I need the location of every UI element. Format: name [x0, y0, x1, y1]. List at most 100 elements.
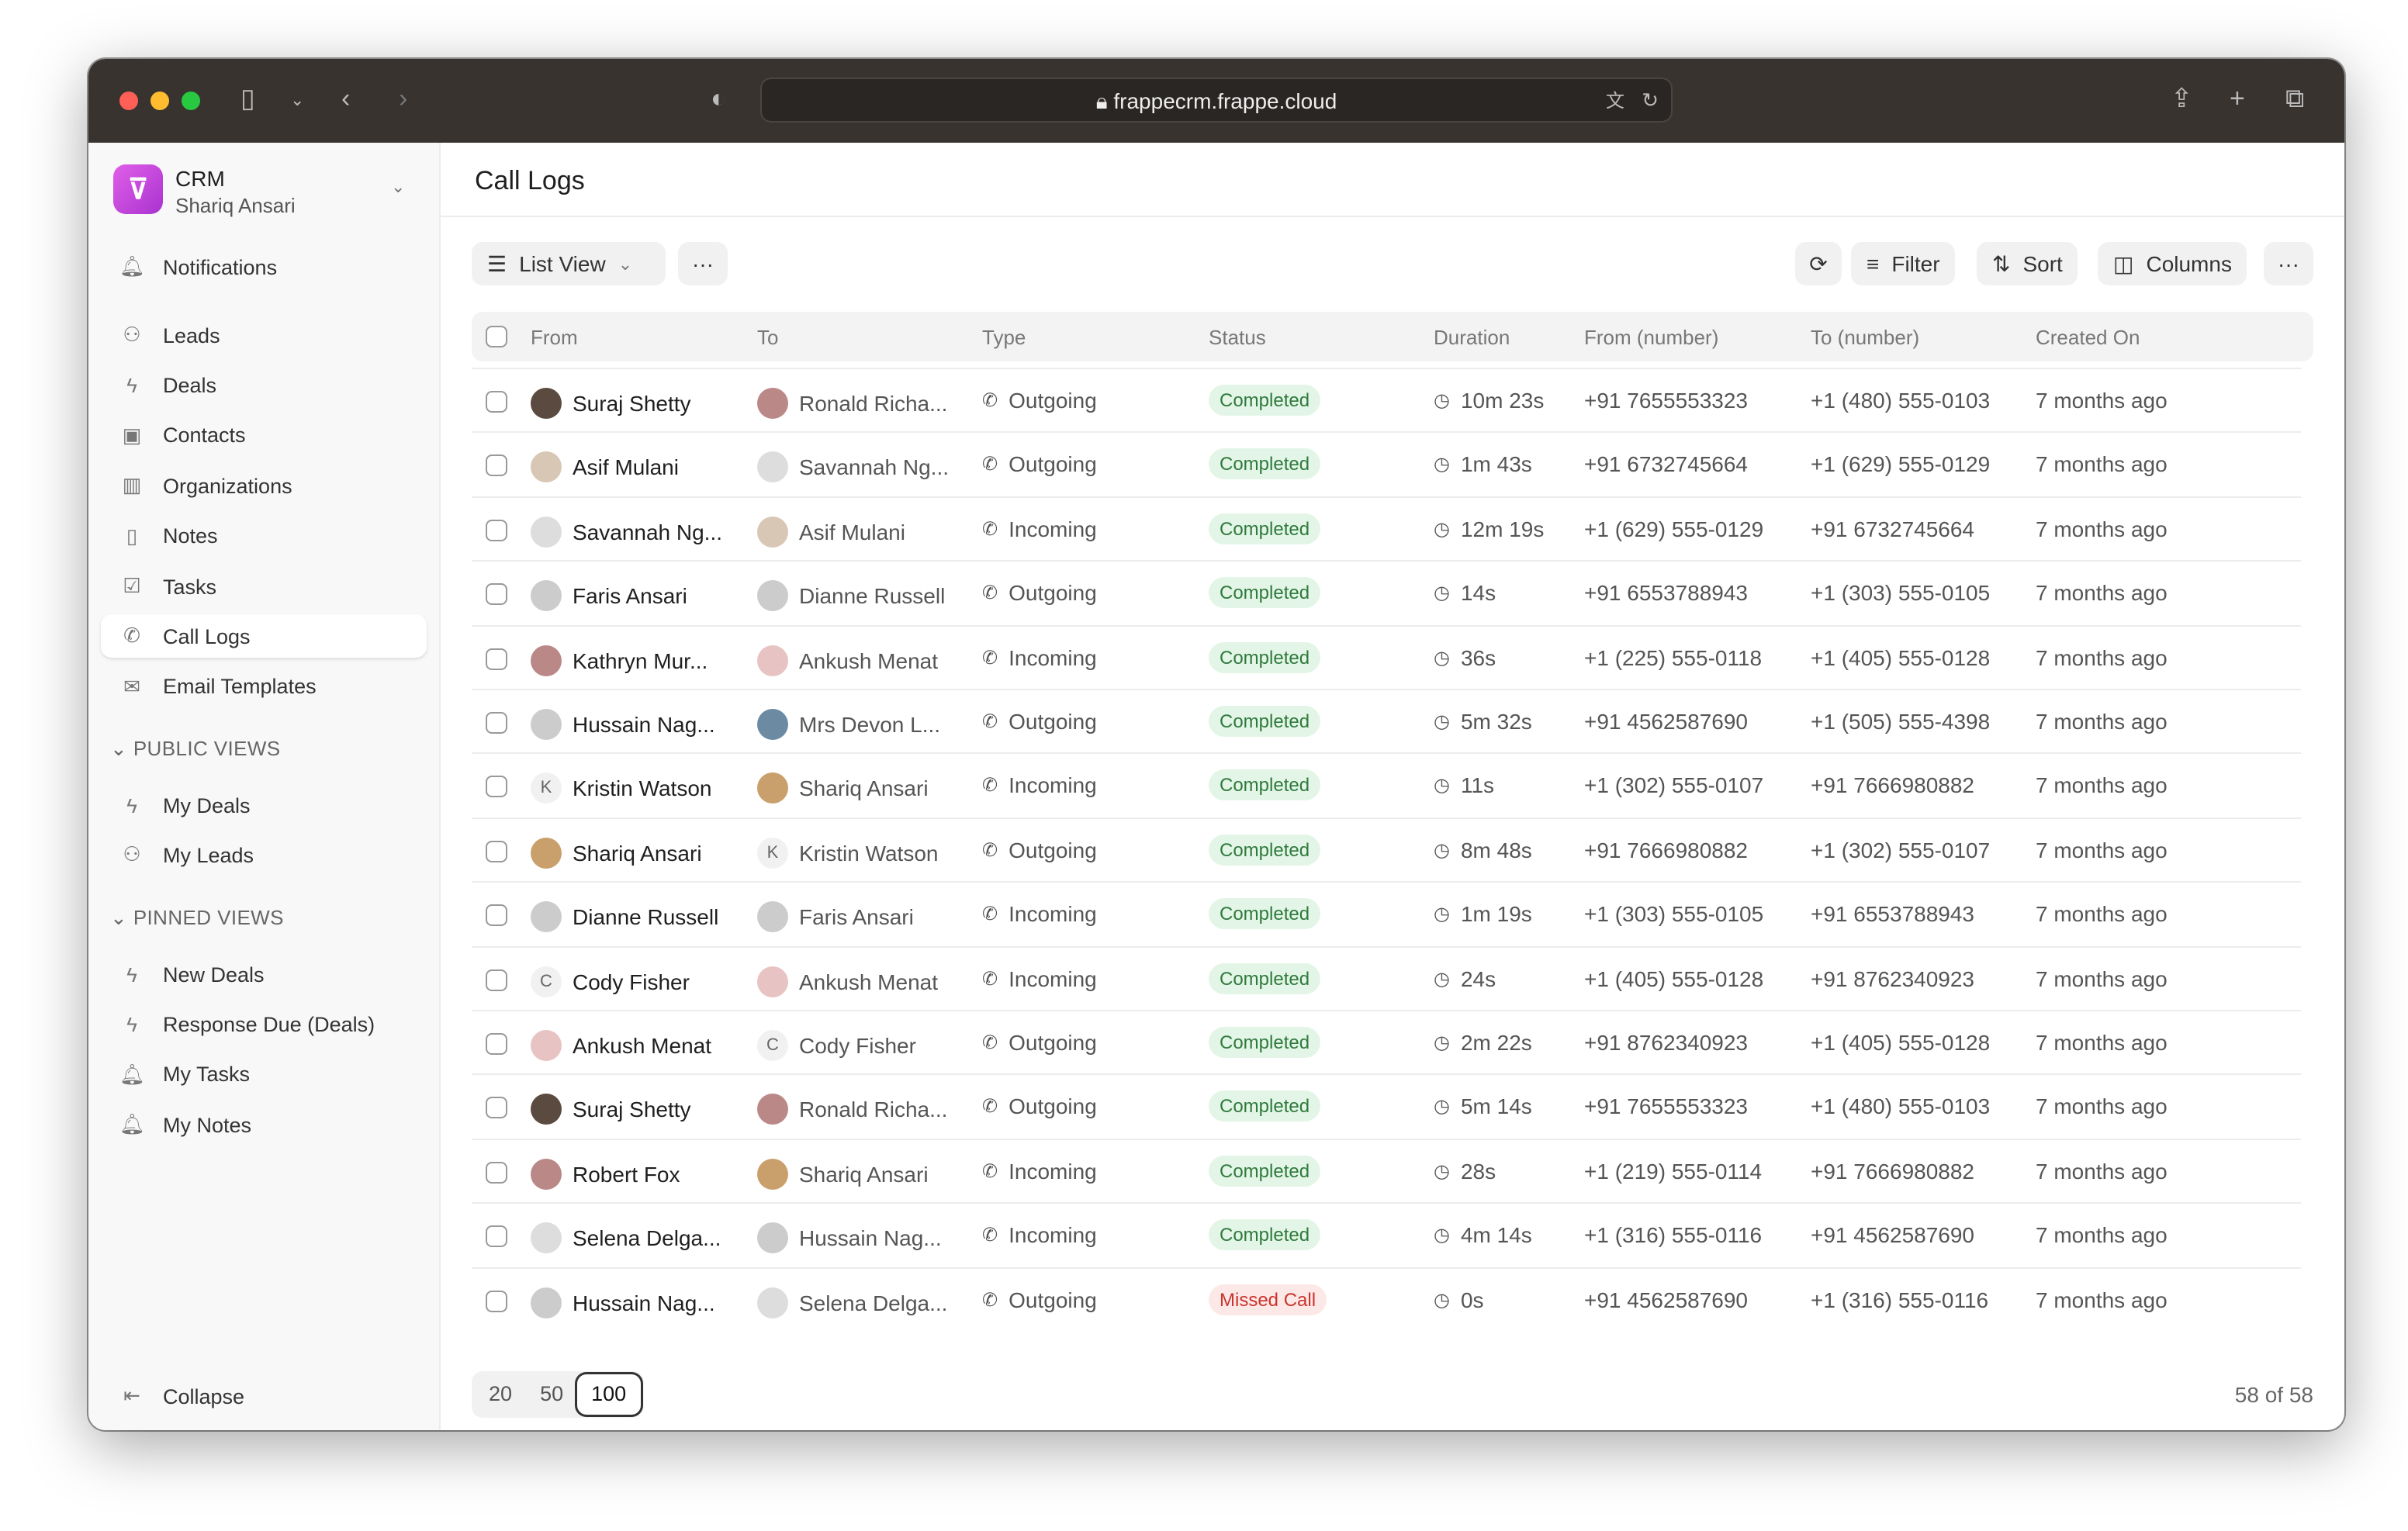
row-checkbox[interactable] [486, 776, 507, 798]
more-actions-button[interactable]: ··· [2264, 242, 2313, 285]
sidebar-item-notifications[interactable]: 🔔︎ Notifications [101, 245, 427, 289]
sidebar-item-deals[interactable]: ϟ Deals [101, 364, 427, 407]
page-size-50[interactable]: 50 [540, 1382, 564, 1405]
duration: 0s [1460, 1287, 1484, 1312]
table-row[interactable]: C Cody Fisher Ankush Menat ✆ Incoming Comp… [472, 945, 2301, 1010]
new-tab-icon[interactable]: + [2230, 84, 2245, 113]
table-row[interactable]: Suraj Shetty Ronald Richa... ✆ Outgoing C… [472, 1073, 2301, 1139]
sidebar-toggle-icon[interactable]: ▯ [240, 84, 255, 113]
duration: 4m 14s [1460, 1222, 1532, 1248]
sort-button[interactable]: ⇅ Sort [1977, 242, 2078, 285]
column-header[interactable]: Duration [1434, 326, 1510, 349]
sidebar-item-contacts[interactable]: ▣ Contacts [101, 414, 427, 458]
row-checkbox[interactable] [486, 712, 507, 734]
status-badge: Completed [1209, 641, 1321, 673]
avatar [757, 709, 788, 740]
columns-button[interactable]: ◫ Columns [2098, 242, 2247, 285]
table-row[interactable]: Faris Ansari Dianne Russell ✆ Outgoing Co… [472, 560, 2301, 624]
column-header[interactable]: To [757, 326, 779, 349]
sidebar-item-organizations[interactable]: ▥ Organizations [101, 464, 427, 507]
sidebar-item-leads[interactable]: ⚇ Leads [101, 313, 427, 357]
forward-icon[interactable]: › [399, 84, 408, 113]
column-header[interactable]: From (number) [1584, 326, 1719, 349]
row-checkbox[interactable] [486, 904, 507, 927]
row-checkbox[interactable] [486, 840, 507, 862]
created-on: 7 months ago [2036, 1158, 2168, 1184]
reload-icon[interactable]: ↻ [1642, 88, 1659, 112]
table-row[interactable]: K Kristin Watson Shariq Ansari ✆ Incoming … [472, 752, 2301, 817]
table-row[interactable]: Dianne Russell Faris Ansari ✆ Incoming Co… [472, 881, 2301, 945]
from-number: +91 6732745664 [1584, 451, 1748, 477]
row-checkbox[interactable] [486, 1097, 507, 1119]
row-checkbox[interactable] [486, 1225, 507, 1248]
table-row[interactable]: Suraj Shetty Ronald Richa... ✆ Outgoing C… [472, 368, 2301, 432]
table-row[interactable]: Kathryn Mur... Ankush Menat ✆ Incoming Co… [472, 624, 2301, 689]
column-header[interactable]: Type [982, 326, 1026, 349]
row-checkbox[interactable] [486, 454, 507, 477]
column-header[interactable]: From [531, 326, 578, 349]
table-row[interactable]: Asif Mulani Savannah Ng... ✆ Outgoing Com… [472, 431, 2301, 496]
outgoing-call-icon: ✆ [982, 1288, 998, 1311]
sidebar-item-my-leads[interactable]: ⚇ My Leads [101, 834, 427, 877]
table-row[interactable]: Hussain Nag... Mrs Devon L... ✆ Outgoing … [472, 689, 2301, 753]
table-row[interactable]: Hussain Nag... Selena Delga... ✆ Outgoing… [472, 1267, 2301, 1331]
pinned-views-header[interactable]: ⌄ PINNED VIEWS [110, 906, 284, 931]
view-selector[interactable]: ☰ List View ⌄ [472, 242, 666, 285]
from-name: Hussain Nag... [573, 712, 715, 737]
sidebar-item-tasks[interactable]: ☑ Tasks [101, 565, 427, 608]
page-size-100[interactable]: 100 [577, 1374, 641, 1415]
app-name: CRM [175, 166, 225, 191]
more-options-button[interactable]: ··· [678, 242, 728, 285]
minimize-window-button[interactable] [150, 92, 169, 110]
collapse-button[interactable]: ⇤ Collapse [101, 1374, 427, 1418]
tabs-overview-icon[interactable]: ⧉ [2285, 84, 2305, 113]
column-header[interactable]: Status [1209, 326, 1266, 349]
clock-icon: ◷ [1434, 967, 1450, 990]
refresh-button[interactable]: ⟳ [1795, 242, 1842, 285]
row-checkbox[interactable] [486, 1290, 507, 1312]
chevron-down-icon[interactable]: ⌄ [290, 92, 305, 110]
translate-icon[interactable]: 文 [1605, 90, 1624, 112]
page-size-20[interactable]: 20 [489, 1382, 513, 1405]
back-icon[interactable]: ‹ [341, 84, 351, 113]
public-views-header[interactable]: ⌄ PUBLIC VIEWS [110, 737, 281, 762]
table-row[interactable]: Savannah Ng... Asif Mulani ✆ Incoming Com… [472, 496, 2301, 561]
row-checkbox[interactable] [486, 583, 507, 606]
maximize-window-button[interactable] [182, 92, 200, 110]
address-bar[interactable]: 🔒︎ frappecrm.frappe.cloud ↻ 文 [760, 78, 1673, 123]
from-name: Kristin Watson [573, 776, 712, 801]
row-checkbox[interactable] [486, 1033, 507, 1055]
table-row[interactable]: Robert Fox Shariq Ansari ✆ Incoming Compl… [472, 1138, 2301, 1203]
sidebar-item-my-notes[interactable]: 🔔︎ My Notes [101, 1103, 427, 1146]
sidebar-item-notes[interactable]: ▯ Notes [101, 514, 427, 558]
row-checkbox[interactable] [486, 391, 507, 413]
status-badge: Completed [1209, 1155, 1321, 1187]
table-row[interactable]: Shariq Ansari K Kristin Watson ✆ Outgoing … [472, 817, 2301, 882]
sidebar-item-response-due-deals[interactable]: ϟ Response Due (Deals) [101, 1003, 427, 1046]
from-number: +1 (405) 555-0128 [1584, 966, 1764, 991]
select-all-checkbox[interactable] [486, 326, 507, 347]
sidebar-item-call-logs[interactable]: ✆ Call Logs [101, 614, 427, 658]
duration: 36s [1460, 645, 1496, 670]
column-header[interactable]: Created On [2036, 326, 2140, 349]
sidebar-item-email-templates[interactable]: ✉ Email Templates [101, 665, 427, 709]
shield-icon[interactable]: ◐ [711, 84, 727, 113]
row-checkbox[interactable] [486, 1161, 507, 1184]
table-row[interactable]: Selena Delga... Hussain Nag... ✆ Incoming… [472, 1202, 2301, 1267]
row-checkbox[interactable] [486, 519, 507, 541]
column-header[interactable]: To (number) [1811, 326, 1920, 349]
row-checkbox[interactable] [486, 969, 507, 991]
sidebar-item-my-tasks[interactable]: 🔔︎ My Tasks [101, 1053, 427, 1097]
filter-button[interactable]: ≡ Filter [1851, 242, 1956, 285]
row-checkbox[interactable] [486, 648, 507, 670]
close-window-button[interactable] [119, 92, 138, 110]
sidebar-item-my-deals[interactable]: ϟ My Deals [101, 783, 427, 827]
columns-icon: ◫ [2113, 251, 2134, 275]
to-name: Shariq Ansari [799, 776, 929, 801]
created-on: 7 months ago [2036, 837, 2168, 862]
table-row[interactable]: Ankush Menat C Cody Fisher ✆ Outgoing Comp… [472, 1010, 2301, 1074]
from-name: Savannah Ng... [573, 519, 723, 544]
share-icon[interactable]: ⇪ [2171, 84, 2193, 113]
sidebar-item-new-deals[interactable]: ϟ New Deals [101, 952, 427, 996]
sidebar-item-label: Notifications [163, 255, 278, 278]
